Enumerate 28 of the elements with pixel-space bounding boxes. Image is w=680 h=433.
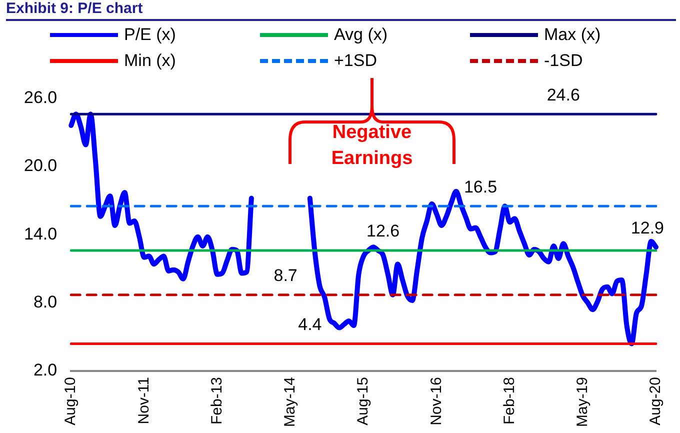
legend-label: Avg (x) [334, 25, 388, 45]
x-tick-label: Feb-13 [208, 376, 226, 425]
data-label: 8.7 [274, 266, 298, 286]
data-label: 12.6 [366, 222, 400, 241]
data-label: 24.6 [546, 85, 580, 104]
x-tick-label: Nov-11 [135, 376, 152, 424]
y-tick-label: 14.0 [24, 224, 58, 244]
x-tick-label: Feb-18 [500, 376, 518, 425]
y-tick-label: 8.0 [33, 292, 58, 312]
chart-title: Exhibit 9: P/E chart [6, 0, 676, 21]
x-tick-label: Aug-15 [354, 376, 372, 426]
x-tick-label: May-19 [574, 376, 592, 428]
y-tick-label: 26.0 [24, 88, 58, 107]
legend-label: Min (x) [124, 51, 176, 71]
x-tick-label: Nov-16 [428, 376, 445, 426]
x-tick-label: Aug-20 [647, 376, 664, 426]
data-label: 16.5 [464, 177, 498, 196]
legend-label: Max (x) [544, 25, 601, 45]
x-tick-label: Aug-10 [62, 376, 80, 426]
data-label: 4.4 [298, 314, 322, 334]
y-tick-label: 2.0 [33, 360, 58, 380]
data-label: 12.9 [630, 218, 664, 238]
y-tick-label: 20.0 [24, 156, 58, 176]
legend-label: P/E (x) [124, 25, 176, 45]
x-tick-label: May-14 [282, 376, 299, 428]
legend-label: -1SD [544, 51, 583, 71]
annotation: Negative Earnings [330, 121, 414, 171]
legend-label: +1SD [334, 51, 377, 71]
